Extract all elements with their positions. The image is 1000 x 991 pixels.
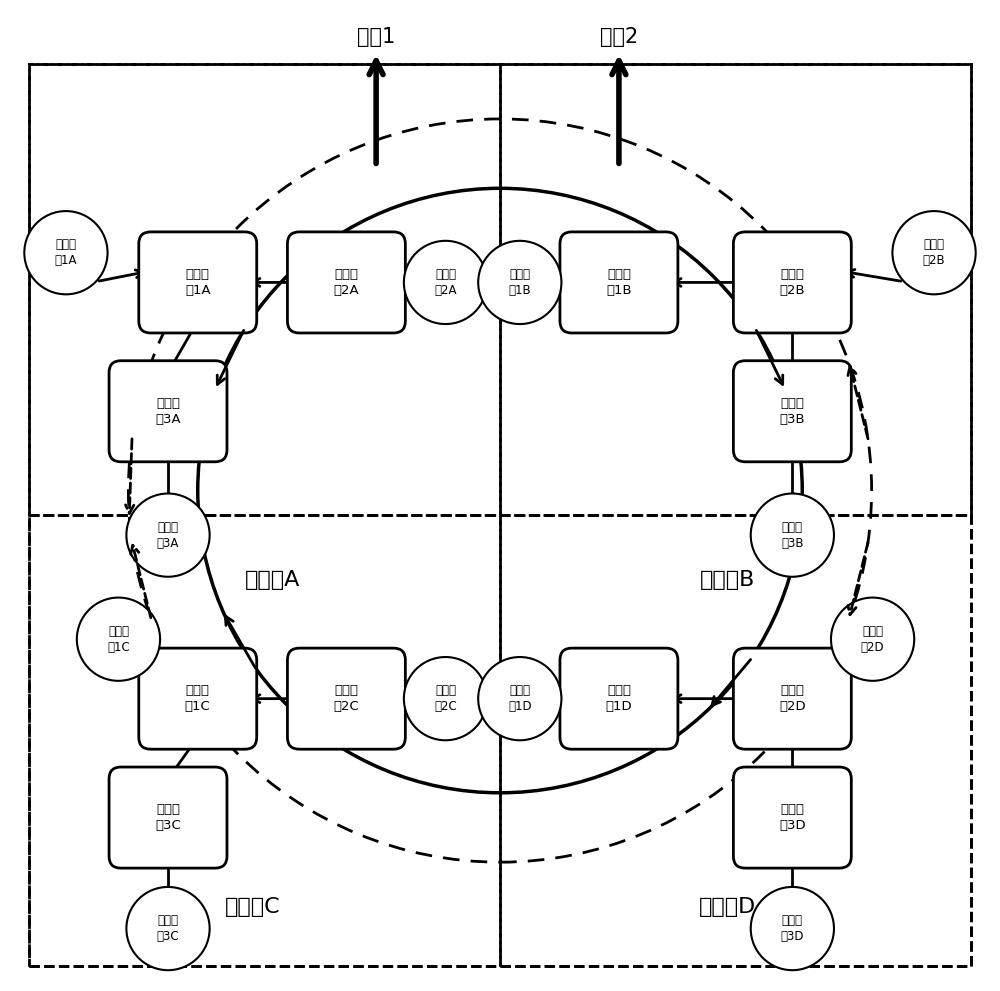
FancyBboxPatch shape xyxy=(287,232,405,333)
Text: 分片节
点3B: 分片节 点3B xyxy=(780,396,805,426)
Circle shape xyxy=(24,211,108,294)
Circle shape xyxy=(751,887,834,970)
Text: 分片节
点3D: 分片节 点3D xyxy=(779,803,806,832)
Text: 分片节
点2D: 分片节 点2D xyxy=(779,684,806,714)
Circle shape xyxy=(478,657,561,740)
Text: 分片节
点2A: 分片节 点2A xyxy=(334,268,359,297)
Bar xyxy=(500,64,971,515)
Text: 备用节
点2C: 备用节 点2C xyxy=(434,684,457,714)
FancyBboxPatch shape xyxy=(733,648,851,749)
Circle shape xyxy=(831,598,914,681)
FancyBboxPatch shape xyxy=(287,648,405,749)
Text: 备用节
点3A: 备用节 点3A xyxy=(157,520,179,550)
Circle shape xyxy=(126,887,210,970)
FancyBboxPatch shape xyxy=(139,648,257,749)
Circle shape xyxy=(126,494,210,577)
FancyBboxPatch shape xyxy=(139,232,257,333)
Text: 备用节
点1A: 备用节 点1A xyxy=(55,238,77,268)
Text: 分片节
点2C: 分片节 点2C xyxy=(334,684,359,714)
Text: 分片节
点3A: 分片节 点3A xyxy=(155,396,181,426)
Circle shape xyxy=(892,211,976,294)
Text: 分片节
点1A: 分片节 点1A xyxy=(185,268,211,297)
Bar xyxy=(29,64,500,515)
Bar xyxy=(29,515,500,966)
Text: 分片节
点3C: 分片节 点3C xyxy=(155,803,181,832)
Text: 分片节
点2B: 分片节 点2B xyxy=(780,268,805,297)
Text: 分片节
点1B: 分片节 点1B xyxy=(606,268,632,297)
FancyBboxPatch shape xyxy=(733,767,851,868)
Text: 备用节
点2D: 备用节 点2D xyxy=(861,624,884,654)
Text: 备用节
点2B: 备用节 点2B xyxy=(923,238,945,268)
Text: 备用节
点1B: 备用节 点1B xyxy=(509,268,531,297)
FancyBboxPatch shape xyxy=(733,361,851,462)
Bar xyxy=(500,515,971,966)
Text: 联盟方B: 联盟方B xyxy=(700,570,756,590)
Text: 分片1: 分片1 xyxy=(357,27,395,47)
FancyBboxPatch shape xyxy=(109,767,227,868)
Circle shape xyxy=(751,494,834,577)
FancyBboxPatch shape xyxy=(109,361,227,462)
Text: 备用节
点3D: 备用节 点3D xyxy=(781,914,804,943)
Text: 备用节
点1C: 备用节 点1C xyxy=(107,624,130,654)
Circle shape xyxy=(77,598,160,681)
Text: 分片节
点1D: 分片节 点1D xyxy=(606,684,632,714)
Text: 备用节
点1D: 备用节 点1D xyxy=(508,684,532,714)
FancyBboxPatch shape xyxy=(560,232,678,333)
Text: 联盟方A: 联盟方A xyxy=(244,570,300,590)
Text: 分片2: 分片2 xyxy=(600,27,638,47)
Text: 分片节
点1C: 分片节 点1C xyxy=(185,684,211,714)
Circle shape xyxy=(404,241,487,324)
Text: 备用节
点2A: 备用节 点2A xyxy=(434,268,457,297)
Circle shape xyxy=(478,241,561,324)
Text: 备用节
点3B: 备用节 点3B xyxy=(781,520,804,550)
FancyBboxPatch shape xyxy=(733,232,851,333)
Circle shape xyxy=(404,657,487,740)
Text: 备用节
点3C: 备用节 点3C xyxy=(157,914,179,943)
FancyBboxPatch shape xyxy=(560,648,678,749)
Text: 联盟方D: 联盟方D xyxy=(699,897,757,917)
Text: 联盟方C: 联盟方C xyxy=(224,897,280,917)
